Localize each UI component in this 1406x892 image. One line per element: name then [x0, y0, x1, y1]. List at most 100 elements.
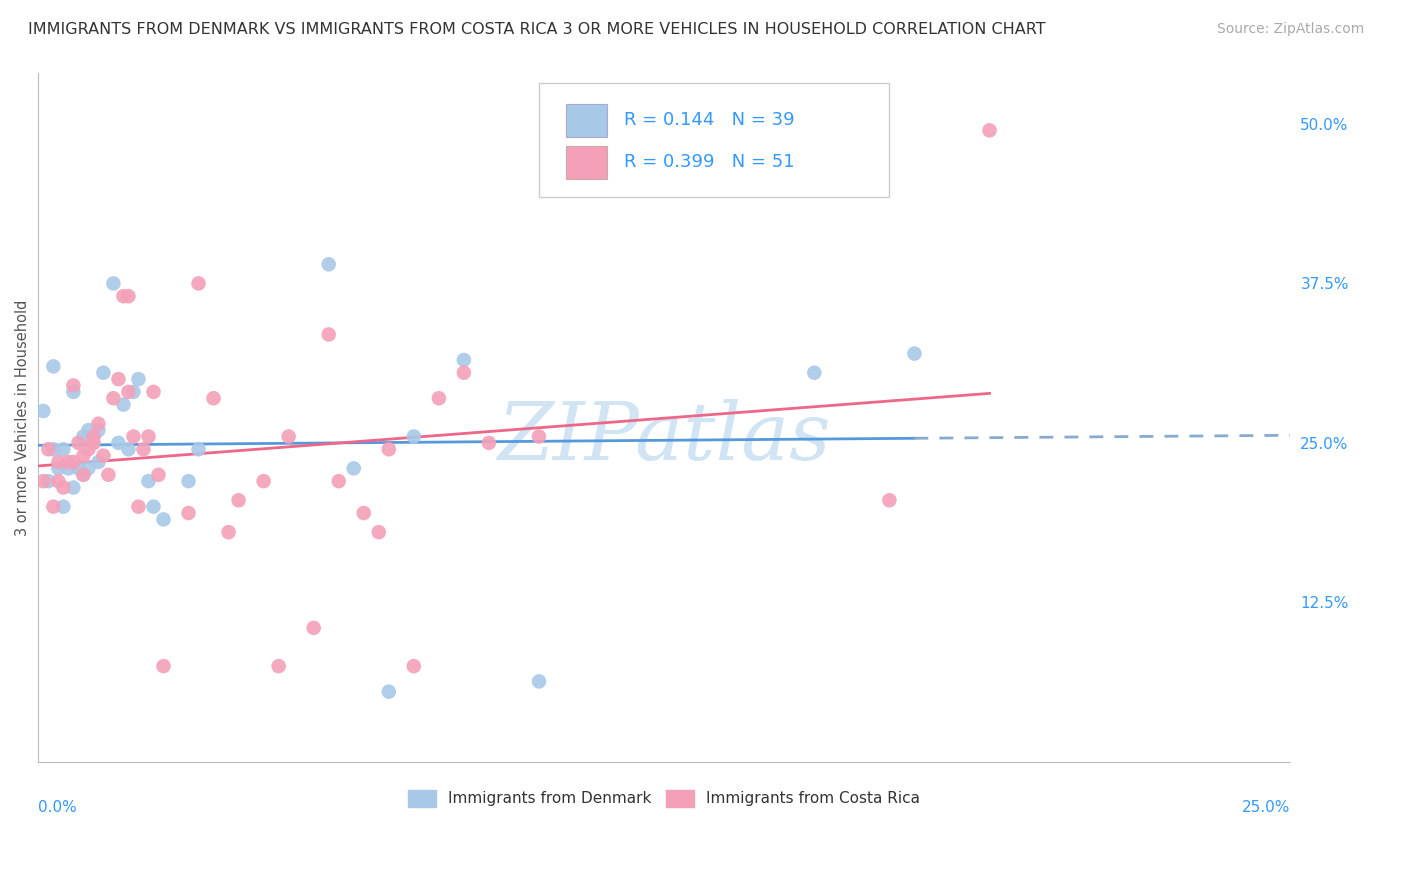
Point: [127, 372, 149, 386]
Point: [343, 461, 366, 475]
FancyBboxPatch shape: [538, 83, 890, 197]
Point: [138, 429, 160, 443]
Point: [142, 384, 165, 399]
Point: [72, 467, 94, 482]
Point: [427, 391, 450, 405]
Text: Source: ZipAtlas.com: Source: ZipAtlas.com: [1216, 22, 1364, 37]
Point: [37, 474, 59, 488]
Point: [103, 391, 125, 405]
Point: [72, 467, 94, 482]
Point: [77, 442, 100, 457]
Point: [187, 442, 209, 457]
Point: [93, 449, 115, 463]
Point: [107, 436, 129, 450]
FancyBboxPatch shape: [567, 104, 606, 137]
Point: [67, 461, 90, 475]
Point: [52, 500, 75, 514]
Point: [52, 442, 75, 457]
Text: IMMIGRANTS FROM DENMARK VS IMMIGRANTS FROM COSTA RICA 3 OR MORE VEHICLES IN HOUS: IMMIGRANTS FROM DENMARK VS IMMIGRANTS FR…: [28, 22, 1046, 37]
Point: [62, 481, 84, 495]
Point: [62, 455, 84, 469]
Point: [32, 474, 55, 488]
Point: [77, 423, 100, 437]
Point: [67, 436, 90, 450]
Point: [142, 500, 165, 514]
Point: [453, 366, 475, 380]
Point: [177, 506, 200, 520]
Point: [82, 429, 104, 443]
Point: [148, 467, 170, 482]
Point: [152, 512, 174, 526]
Point: [48, 455, 70, 469]
Point: [117, 442, 139, 457]
Point: [58, 461, 80, 475]
Point: [267, 659, 290, 673]
Point: [72, 429, 94, 443]
Point: [228, 493, 250, 508]
Point: [318, 327, 340, 342]
Point: [122, 384, 145, 399]
FancyBboxPatch shape: [567, 146, 606, 179]
Point: [378, 442, 401, 457]
Point: [48, 474, 70, 488]
Point: [127, 500, 149, 514]
Point: [72, 449, 94, 463]
Point: [478, 436, 501, 450]
Point: [93, 366, 115, 380]
Point: [87, 417, 110, 431]
Legend: Immigrants from Denmark, Immigrants from Costa Rica: Immigrants from Denmark, Immigrants from…: [402, 784, 927, 813]
Point: [77, 461, 100, 475]
Point: [402, 429, 425, 443]
Point: [218, 525, 240, 540]
Point: [82, 436, 104, 450]
Point: [42, 442, 65, 457]
Point: [527, 674, 550, 689]
Point: [302, 621, 325, 635]
Point: [152, 659, 174, 673]
Point: [122, 429, 145, 443]
Point: [378, 684, 401, 698]
Text: R = 0.144   N = 39: R = 0.144 N = 39: [624, 112, 794, 129]
Point: [402, 659, 425, 673]
Point: [87, 455, 110, 469]
Point: [32, 404, 55, 418]
Point: [107, 372, 129, 386]
Point: [62, 378, 84, 392]
Point: [82, 436, 104, 450]
Point: [903, 346, 925, 360]
Point: [112, 289, 135, 303]
Point: [367, 525, 389, 540]
Text: 25.0%: 25.0%: [1241, 799, 1289, 814]
Point: [58, 455, 80, 469]
Point: [177, 474, 200, 488]
Point: [87, 423, 110, 437]
Y-axis label: 3 or more Vehicles in Household: 3 or more Vehicles in Household: [15, 299, 30, 535]
Point: [318, 257, 340, 271]
Point: [37, 442, 59, 457]
Point: [527, 429, 550, 443]
Point: [112, 398, 135, 412]
Point: [187, 277, 209, 291]
Point: [132, 442, 155, 457]
Point: [277, 429, 299, 443]
Point: [117, 384, 139, 399]
Point: [42, 359, 65, 374]
Point: [103, 277, 125, 291]
Text: R = 0.399   N = 51: R = 0.399 N = 51: [624, 153, 794, 171]
Point: [252, 474, 274, 488]
Point: [62, 384, 84, 399]
Point: [803, 366, 825, 380]
Point: [328, 474, 350, 488]
Point: [52, 481, 75, 495]
Point: [97, 467, 120, 482]
Text: ZIPatlas: ZIPatlas: [498, 400, 831, 477]
Point: [453, 353, 475, 368]
Point: [353, 506, 375, 520]
Text: 0.0%: 0.0%: [38, 799, 77, 814]
Point: [979, 123, 1001, 137]
Point: [82, 429, 104, 443]
Point: [117, 289, 139, 303]
Point: [138, 474, 160, 488]
Point: [879, 493, 901, 508]
Point: [42, 500, 65, 514]
